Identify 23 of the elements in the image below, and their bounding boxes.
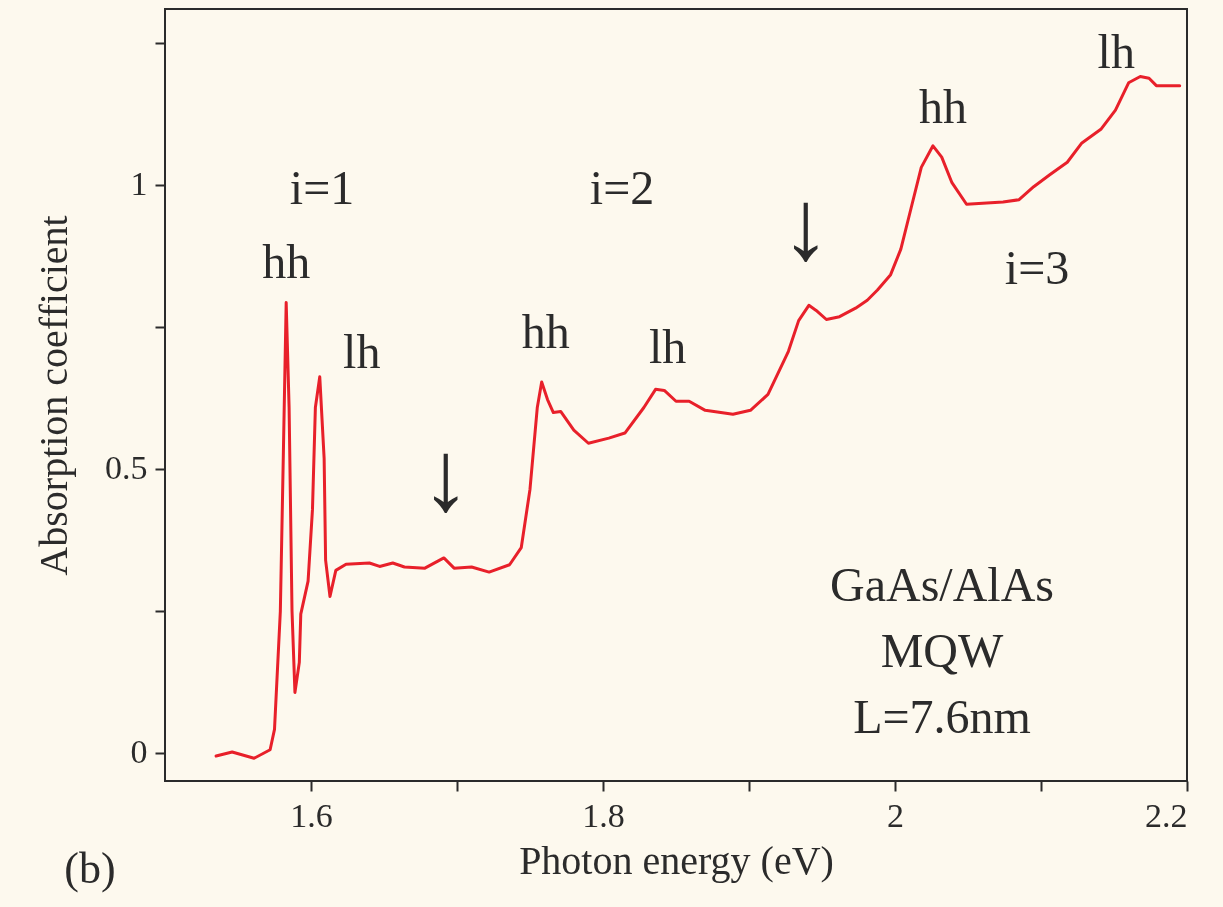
annotation: ↓ bbox=[780, 170, 831, 282]
x-tick-label: 1.6 bbox=[290, 796, 333, 834]
annotation: lh bbox=[1097, 24, 1135, 78]
annotation: lh bbox=[343, 324, 381, 378]
x-tick-label: 2.2 bbox=[1145, 796, 1188, 834]
line-series bbox=[214, 75, 1182, 760]
x-tick-label: 1.8 bbox=[582, 796, 625, 834]
y-tick-label: 0.5 bbox=[105, 449, 148, 487]
annotation: hh bbox=[918, 79, 967, 133]
annotation: hh bbox=[262, 235, 311, 289]
y-axis-title: Absorption coefficient bbox=[31, 215, 76, 576]
text: (b) bbox=[64, 844, 116, 893]
y-tick-label: 0 bbox=[130, 733, 148, 771]
annotation: i=3 bbox=[1004, 241, 1070, 294]
annotation: GaAs/AlAs MQW L=7.6nm bbox=[830, 558, 1054, 743]
y-tick-label: 1 bbox=[130, 165, 148, 203]
annotation: i=1 bbox=[289, 161, 355, 214]
annotation: hh bbox=[521, 304, 570, 358]
x-axis-title: Photon energy (eV) bbox=[519, 837, 834, 883]
annotation: i=2 bbox=[589, 161, 655, 214]
annotation: ↓ bbox=[420, 420, 471, 532]
annotation: lh bbox=[648, 320, 687, 374]
x-tick-label: 2 bbox=[887, 796, 904, 834]
